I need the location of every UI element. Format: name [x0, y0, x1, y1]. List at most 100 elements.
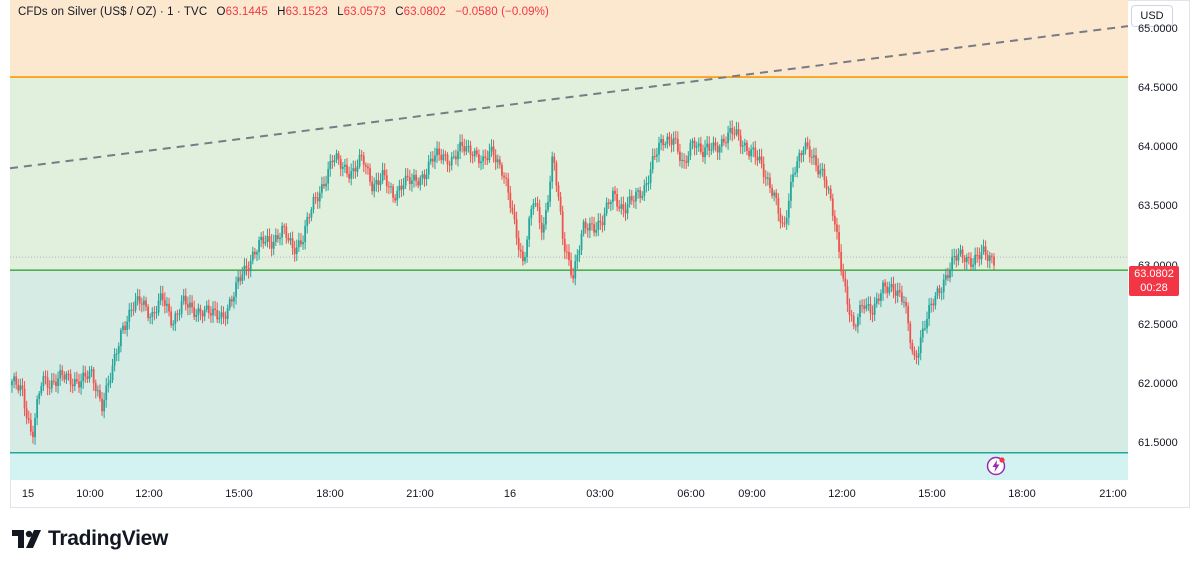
candle-body	[427, 161, 430, 175]
candle-body	[390, 186, 392, 188]
tradingview-logo[interactable]: TradingView	[12, 527, 168, 551]
candle-body	[498, 159, 501, 165]
candle-body	[823, 168, 826, 181]
candle-body	[415, 174, 418, 182]
candle-body	[836, 224, 838, 232]
candle-body	[568, 251, 570, 261]
candle-body	[205, 305, 208, 310]
candle-body	[649, 169, 652, 183]
candle-body	[752, 147, 755, 150]
candle-body	[936, 288, 939, 296]
candle-body	[285, 226, 288, 238]
candle-body	[27, 418, 30, 420]
price-chart[interactable]	[10, 0, 1128, 480]
candle-body	[892, 283, 895, 292]
candle-body	[80, 381, 82, 388]
candle-body	[32, 431, 34, 438]
candle-body	[233, 296, 235, 302]
candle-body	[857, 317, 859, 327]
candle-body	[612, 190, 614, 203]
candle-body	[938, 288, 941, 293]
candle-body	[666, 136, 669, 145]
candle-body	[440, 154, 443, 161]
candle-body	[197, 308, 200, 316]
candle-body	[201, 312, 204, 317]
candle-body	[511, 207, 514, 212]
candle-body	[96, 390, 99, 392]
brand-name: TradingView	[48, 527, 169, 550]
candle-body	[813, 155, 815, 158]
candle-body	[245, 265, 248, 269]
candle-body	[731, 127, 734, 135]
low-label: L	[337, 6, 344, 18]
candle-body	[974, 254, 977, 265]
flash-icon[interactable]	[986, 456, 1006, 476]
candle-body	[601, 222, 604, 226]
candle-body	[408, 177, 411, 185]
candle-body	[993, 256, 995, 266]
candle-body	[785, 217, 788, 224]
candle-body	[134, 300, 137, 311]
candle-body	[888, 287, 891, 293]
currency-button[interactable]: USD	[1131, 5, 1173, 27]
candle-body	[620, 204, 623, 209]
candle-body	[310, 209, 313, 218]
candle-body	[203, 309, 206, 317]
candle-body	[291, 238, 294, 249]
candle-body	[580, 233, 583, 251]
candle-body	[618, 206, 621, 209]
candle-body	[494, 155, 497, 163]
candle-body	[136, 296, 139, 301]
candle-body	[961, 249, 964, 258]
candle-body	[163, 299, 166, 306]
candle-body	[743, 142, 746, 146]
candle-body	[90, 369, 93, 372]
candle-body	[655, 154, 658, 157]
candle-body	[806, 142, 809, 147]
candle-body	[157, 300, 160, 313]
candle-body	[411, 180, 413, 185]
x-tick-label: 15	[21, 488, 35, 500]
candle-body	[729, 127, 732, 133]
candle-body	[459, 142, 461, 152]
bar-countdown: 00:28	[1140, 282, 1168, 294]
candle-body	[871, 312, 874, 315]
candle-body	[335, 153, 338, 160]
candle-body	[777, 197, 780, 214]
candle-body	[586, 228, 589, 231]
candle-body	[917, 353, 920, 358]
open-label: O	[216, 6, 226, 18]
candle-body	[676, 139, 679, 152]
candle-body	[957, 254, 960, 261]
candle-body	[379, 180, 382, 185]
candle-body	[831, 198, 834, 216]
candle-body	[446, 154, 449, 165]
x-tick-label: 12:00	[828, 488, 856, 500]
candle-body	[815, 155, 817, 166]
symbol-title[interactable]: CFDs on Silver (US$ / OZ) · 1 · TVC	[18, 6, 208, 18]
candle-body	[653, 156, 656, 158]
zone-0	[10, 0, 1128, 78]
candle-body	[668, 136, 671, 140]
candle-body	[710, 149, 713, 151]
candle-body	[697, 143, 700, 147]
candle-body	[318, 192, 321, 202]
candle-body	[773, 192, 776, 196]
candle-body	[563, 238, 566, 252]
candle-body	[754, 147, 757, 158]
candle-body	[344, 164, 346, 167]
candle-body	[214, 308, 217, 310]
candle-body	[903, 301, 905, 303]
candle-body	[599, 220, 602, 223]
y-tick-label: 62.0000	[1138, 378, 1178, 391]
y-tick-label: 64.5000	[1138, 81, 1178, 94]
candle-body	[249, 260, 252, 272]
candle-body	[29, 419, 32, 432]
candle-body	[25, 408, 28, 419]
candle-body	[17, 384, 20, 391]
candle-body	[909, 323, 912, 344]
candle-body	[320, 184, 323, 193]
candle-body	[23, 388, 26, 409]
trendline	[10, 25, 1128, 170]
candle-body	[383, 170, 386, 176]
